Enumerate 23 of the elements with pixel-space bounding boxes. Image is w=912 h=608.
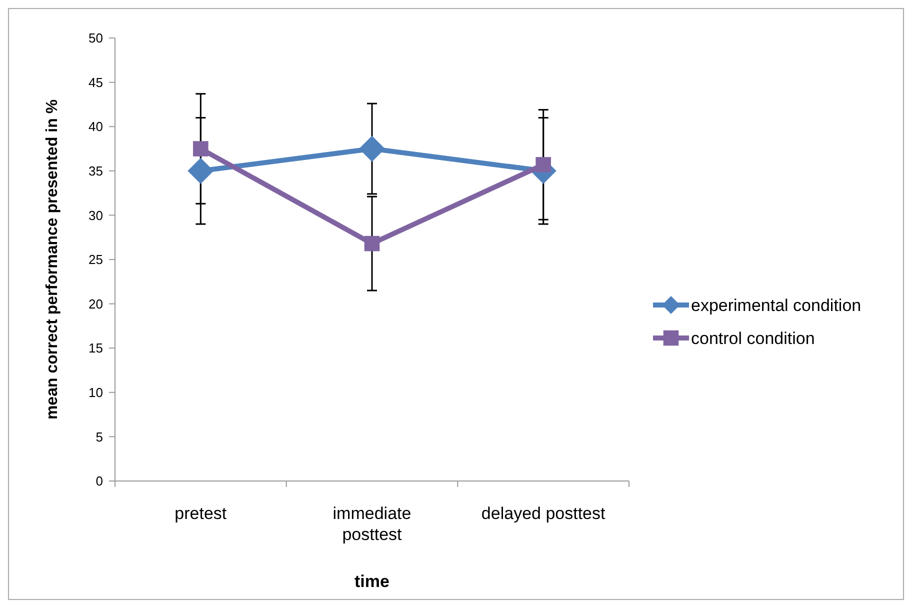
point (193, 141, 208, 156)
legend-label: control condition (691, 328, 815, 348)
y-tick-label: 40 (88, 119, 103, 134)
y-axis-title: mean correct performance presented in % (44, 99, 61, 420)
point (188, 158, 214, 184)
y-tick-label: 5 (96, 429, 103, 444)
y-tick-label: 0 (96, 474, 103, 489)
point (359, 136, 385, 162)
y-tick-label: 25 (88, 252, 103, 268)
legend-label: experimental condition (691, 296, 862, 315)
x-tick-label: immediate posttest (332, 504, 412, 544)
y-tick-label: 20 (88, 296, 103, 312)
y-tick-label: 45 (88, 74, 103, 90)
point (536, 157, 551, 172)
x-tick-label: pretest (174, 504, 227, 523)
y-tick-label: 50 (88, 30, 103, 46)
y-tick-label: 30 (88, 208, 103, 223)
y-tick-label: 15 (88, 340, 103, 356)
point (364, 236, 380, 252)
x-tick-label: delayed posttest (481, 504, 606, 523)
y-tick-label: 10 (88, 384, 103, 400)
x-axis-title: time (354, 572, 390, 591)
y-tick-label: 35 (88, 163, 103, 178)
